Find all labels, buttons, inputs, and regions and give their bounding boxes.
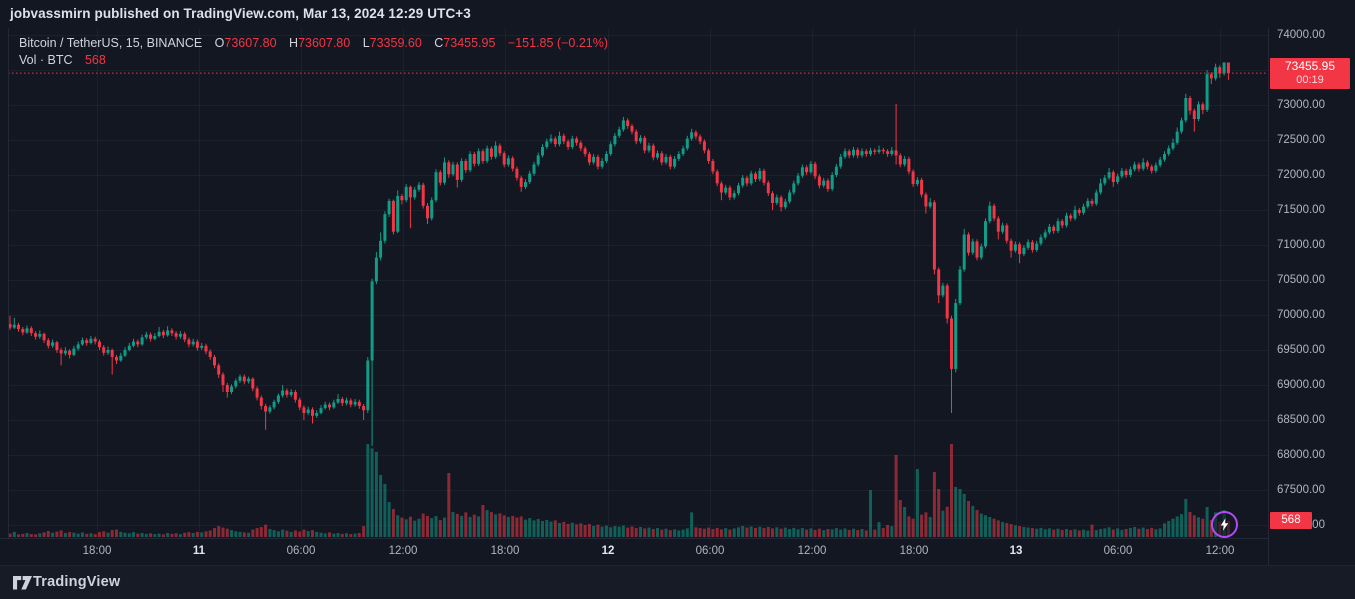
time-tick-label: 12:00	[388, 545, 418, 557]
lightning-icon	[1220, 518, 1229, 531]
tradingview-logo-icon[interactable]	[12, 575, 33, 591]
publish-text: jobvassmirn published on TradingView.com…	[10, 6, 471, 21]
time-tick-label: 06:00	[1103, 545, 1133, 557]
time-tick-label: 06:00	[286, 545, 316, 557]
chart-legend: Bitcoin / TetherUS, 15, BINANCE O73607.8…	[19, 35, 608, 69]
symbol-title[interactable]: Bitcoin / TetherUS, 15, BINANCE	[19, 36, 203, 50]
ohlc-close: C73455.95	[434, 36, 496, 50]
time-axis-border	[0, 538, 1269, 539]
time-tick-label: 12:00	[797, 545, 827, 557]
time-tick-label: 18:00	[490, 545, 520, 557]
ohlc-low: L73359.60	[362, 36, 422, 50]
candle-series	[8, 62, 1230, 446]
volume-axis-badge: 568	[1270, 512, 1312, 529]
volume-study-label[interactable]: Vol · BTC	[19, 53, 73, 67]
price-tick-label: 72000.00	[1277, 169, 1325, 181]
legend-line-2: Vol · BTC 568	[19, 52, 608, 69]
time-tick-label: 18:00	[899, 545, 929, 557]
time-tick-label: 12	[601, 545, 615, 557]
lightning-button[interactable]	[1211, 511, 1238, 538]
time-tick-label: 13	[1009, 545, 1023, 557]
ohlc-open: O73607.80	[214, 36, 277, 50]
tradingview-brand-link[interactable]: TradingView	[33, 574, 121, 590]
last-price-value: 73455.95	[1284, 59, 1336, 73]
price-tick-label: 72500.00	[1277, 134, 1325, 146]
price-tick-label: 70000.00	[1277, 309, 1325, 321]
price-tick-label: 74000.00	[1277, 29, 1325, 41]
ohlc-high: H73607.80	[289, 36, 351, 50]
grid	[8, 28, 1268, 538]
price-tick-label: 69000.00	[1277, 379, 1325, 391]
price-tick-label: 70500.00	[1277, 274, 1325, 286]
time-tick-label: 18:00	[82, 545, 112, 557]
price-tick-label: 73000.00	[1277, 99, 1325, 111]
price-axis-border	[1268, 28, 1269, 565]
change-value: −151.85 (−0.21%)	[507, 36, 608, 50]
legend-line-1: Bitcoin / TetherUS, 15, BINANCE O73607.8…	[19, 35, 608, 52]
time-axis[interactable]: 18:00 11 06:00 12:00 18:00 12 06:00 12:00 18:00 1…	[0, 539, 1269, 565]
time-tick-label: 06:00	[695, 545, 725, 557]
time-tick-label: 12:00	[1205, 545, 1235, 557]
last-price-badge: 73455.95 00:19	[1270, 58, 1350, 89]
volume-study-value: 568	[84, 53, 106, 67]
publish-bar: jobvassmirn published on TradingView.com…	[0, 0, 1355, 28]
price-tick-label: 68500.00	[1277, 414, 1325, 426]
price-tick-label: 71500.00	[1277, 204, 1325, 216]
price-tick-label: 67500.00	[1277, 484, 1325, 496]
footer-bar: TradingView	[0, 565, 1355, 599]
price-tick-label: 69500.00	[1277, 344, 1325, 356]
price-tick-label: 68000.00	[1277, 449, 1325, 461]
pane-left-border	[8, 28, 9, 538]
price-tick-label: 71000.00	[1277, 239, 1325, 251]
price-axis[interactable]: 74000.0073500.0073000.0072500.0072000.00…	[1269, 28, 1355, 538]
time-tick-label: 11	[192, 545, 206, 557]
candle-countdown: 00:19	[1296, 74, 1324, 86]
